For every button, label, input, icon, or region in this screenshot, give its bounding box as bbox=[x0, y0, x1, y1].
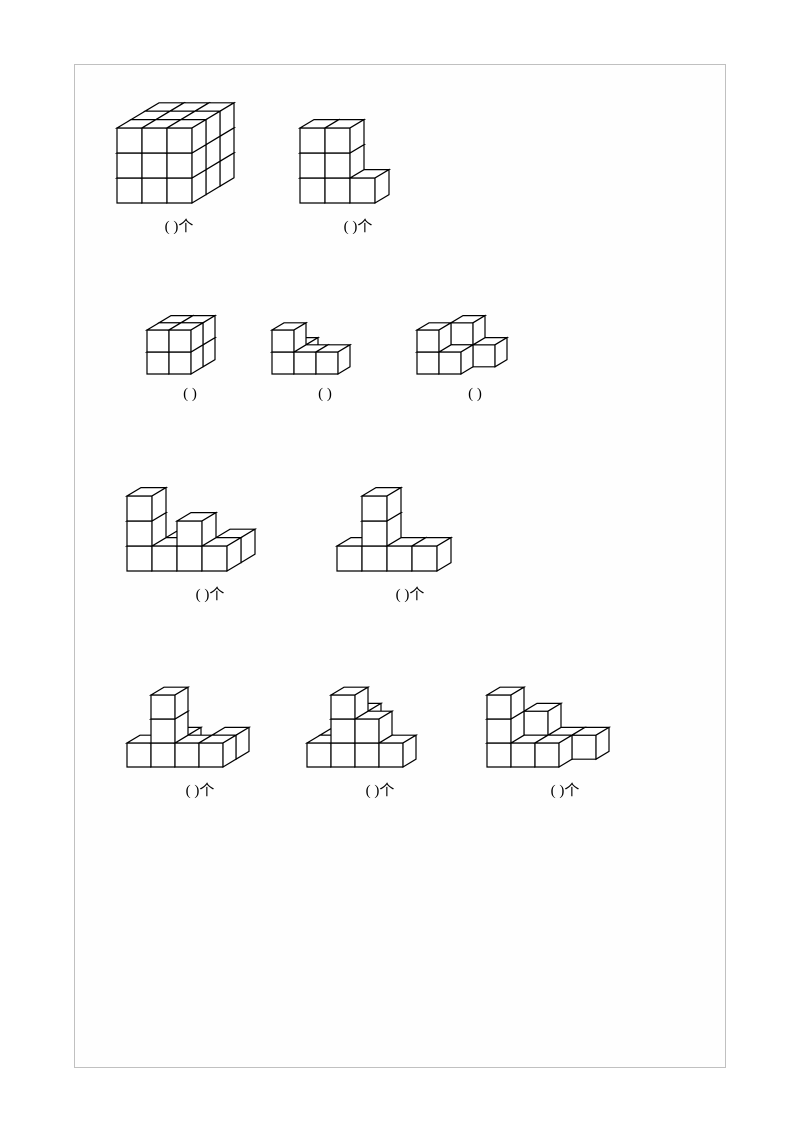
cube-diagram bbox=[270, 286, 380, 376]
caption-r2c1: ( ) bbox=[183, 386, 197, 403]
caption-r4c3: ( )个 bbox=[551, 779, 580, 800]
cube-diagram bbox=[125, 458, 295, 573]
figure-r4c3: ( )个 bbox=[485, 659, 645, 800]
row-1: ( )个 ( )个 bbox=[115, 95, 685, 236]
caption-r3c2: ( )个 bbox=[396, 583, 425, 604]
figure-r4c2: ( )个 bbox=[305, 659, 455, 800]
figure-r3c2: ( )个 bbox=[335, 458, 485, 604]
cube-diagram bbox=[335, 458, 485, 573]
cube-diagram bbox=[485, 659, 645, 769]
cube-diagram bbox=[305, 659, 455, 769]
figure-r1c1: ( )个 bbox=[115, 95, 243, 236]
cube-diagram bbox=[298, 95, 418, 205]
caption-r2c3: ( ) bbox=[468, 386, 482, 403]
caption-r1c1: ( )个 bbox=[165, 215, 194, 236]
row-3: ( )个 ( )个 bbox=[125, 458, 685, 604]
figure-r3c1: ( )个 bbox=[125, 458, 295, 604]
caption-r2c2: ( ) bbox=[318, 386, 332, 403]
figure-r2c2: ( ) bbox=[270, 286, 380, 403]
caption-r4c1: ( )个 bbox=[186, 779, 215, 800]
cube-diagram bbox=[415, 286, 535, 376]
figure-r2c3: ( ) bbox=[415, 286, 535, 403]
caption-r3c1: ( )个 bbox=[196, 583, 225, 604]
caption-r1c2: ( )个 bbox=[344, 215, 373, 236]
cube-diagram bbox=[125, 659, 275, 769]
caption-r4c2: ( )个 bbox=[366, 779, 395, 800]
figure-r4c1: ( )个 bbox=[125, 659, 275, 800]
row-2: ( ) ( ) ( ) bbox=[145, 286, 685, 403]
cube-diagram bbox=[115, 95, 243, 205]
cube-diagram bbox=[145, 296, 235, 376]
row-4: ( )个 ( )个 ( )个 bbox=[125, 659, 685, 800]
worksheet-page: ( )个 ( )个 ( ) ( ) ( ) ( )个 bbox=[74, 64, 726, 1068]
figure-r1c2: ( )个 bbox=[298, 95, 418, 236]
figure-r2c1: ( ) bbox=[145, 296, 235, 403]
